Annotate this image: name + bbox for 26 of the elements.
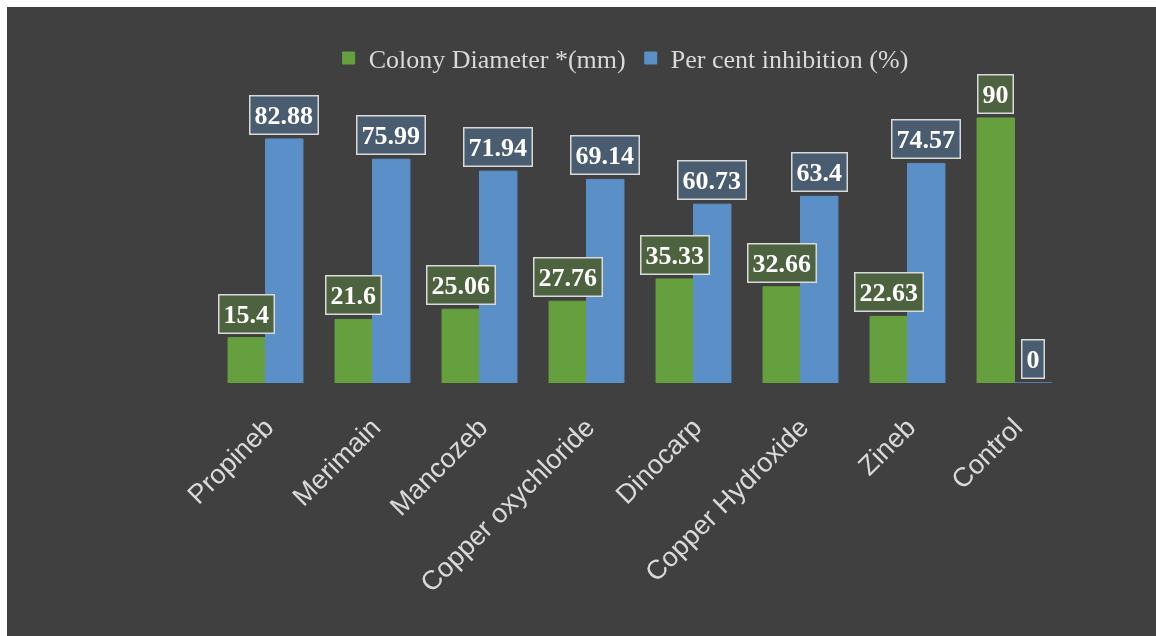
legend-label: Colony Diameter *(mm) [368,45,626,75]
data-label: 32.66 [752,248,811,278]
bar [227,337,266,383]
bar [655,278,694,383]
bar [762,286,801,383]
bar [976,117,1015,383]
data-label: 27.76 [538,262,597,292]
data-label: 25.06 [431,270,490,300]
data-label: 15.4 [223,299,269,329]
bar [548,300,587,383]
data-label: 21.6 [330,280,376,310]
bar [334,318,373,383]
data-label: 60.73 [682,165,741,195]
data-label: 22.63 [859,277,918,307]
data-label: 0 [1026,344,1040,374]
data-label: 69.14 [575,140,634,170]
legend-label: Per cent inhibition (%) [670,45,909,75]
bar [441,308,480,383]
data-label: 75.99 [361,120,420,150]
data-label: 74.57 [896,124,955,154]
bar [869,315,908,383]
data-label: 90 [982,79,1009,109]
data-label: 82.88 [254,100,313,130]
data-label: 63.4 [796,157,842,187]
data-label: 35.33 [645,240,704,270]
data-label: 71.94 [468,132,527,162]
